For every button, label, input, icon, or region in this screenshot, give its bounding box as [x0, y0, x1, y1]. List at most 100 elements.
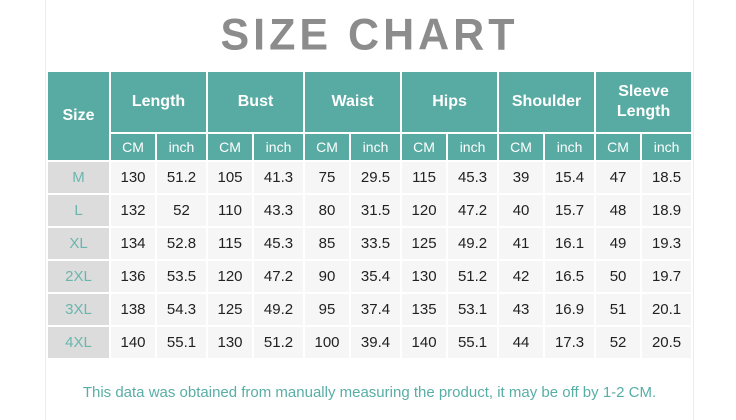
data-cell: 16.9: [543, 292, 597, 327]
unit-header-cm: CM: [497, 132, 546, 162]
size-chart-table: Size Length Bust Waist Hips Shoulder Sle…: [46, 70, 694, 360]
data-cell: 45.3: [252, 226, 306, 261]
data-cell: 16.1: [543, 226, 597, 261]
data-cell: 41.3: [252, 160, 306, 195]
data-cell: 54.3: [154, 292, 209, 327]
data-cell: 43: [497, 292, 546, 327]
data-cell: 115: [206, 226, 255, 261]
data-cell: 18.5: [640, 160, 694, 195]
data-cell: 125: [206, 292, 255, 327]
data-cell: 17.3: [543, 325, 597, 360]
data-cell: 18.9: [640, 193, 694, 228]
column-header-sleeve-length: Sleeve Length: [594, 70, 694, 134]
data-cell: 29.5: [349, 160, 403, 195]
unit-header-inch: inch: [543, 132, 597, 162]
data-cell: 53.1: [446, 292, 500, 327]
data-cell: 44: [497, 325, 546, 360]
data-cell: 136: [109, 259, 157, 294]
data-cell: 110: [206, 193, 255, 228]
data-cell: 47.2: [446, 193, 500, 228]
column-header-hips: Hips: [400, 70, 500, 134]
data-cell: 19.3: [640, 226, 694, 261]
data-cell: 51.2: [154, 160, 209, 195]
unit-header-cm: CM: [594, 132, 643, 162]
table-row: M 130 51.2 105 41.3 75 29.5 115 45.3 39 …: [46, 160, 694, 195]
data-cell: 49.2: [252, 292, 306, 327]
data-cell: 20.1: [640, 292, 694, 327]
data-cell: 105: [206, 160, 255, 195]
data-cell: 90: [303, 259, 352, 294]
data-cell: 132: [109, 193, 157, 228]
size-label: 4XL: [46, 325, 111, 360]
data-cell: 138: [109, 292, 157, 327]
data-cell: 15.4: [543, 160, 597, 195]
unit-header-inch: inch: [640, 132, 694, 162]
data-cell: 31.5: [349, 193, 403, 228]
data-cell: 39.4: [349, 325, 403, 360]
size-label: 2XL: [46, 259, 111, 294]
data-cell: 115: [400, 160, 449, 195]
data-cell: 35.4: [349, 259, 403, 294]
data-cell: 33.5: [349, 226, 403, 261]
data-cell: 49.2: [446, 226, 500, 261]
table-row: XL 134 52.8 115 45.3 85 33.5 125 49.2 41…: [46, 226, 694, 261]
table-row: L 132 52 110 43.3 80 31.5 120 47.2 40 15…: [46, 193, 694, 228]
data-cell: 130: [109, 160, 157, 195]
data-cell: 85: [303, 226, 352, 261]
column-header-length: Length: [108, 70, 209, 134]
header-unit-row: CM inch CM inch CM inch CM inch CM inch …: [47, 132, 694, 162]
data-cell: 55.1: [446, 325, 500, 360]
size-label: XL: [46, 226, 111, 261]
header-group-row: Size Length Bust Waist Hips Shoulder Sle…: [46, 70, 694, 162]
table-row: 3XL 138 54.3 125 49.2 95 37.4 135 53.1 4…: [46, 292, 694, 327]
data-cell: 55.1: [154, 325, 209, 360]
data-cell: 40: [497, 193, 546, 228]
data-cell: 125: [400, 226, 449, 261]
data-cell: 52: [154, 193, 209, 228]
unit-header-cm: CM: [206, 132, 255, 162]
data-cell: 130: [400, 259, 449, 294]
data-cell: 19.7: [640, 259, 694, 294]
size-label: L: [46, 193, 111, 228]
data-cell: 100: [303, 325, 352, 360]
data-cell: 140: [109, 325, 157, 360]
data-cell: 75: [303, 160, 352, 195]
table-row: 2XL 136 53.5 120 47.2 90 35.4 130 51.2 4…: [46, 259, 694, 294]
data-cell: 43.3: [252, 193, 306, 228]
data-cell: 80: [303, 193, 352, 228]
data-cell: 51: [594, 292, 643, 327]
data-cell: 120: [206, 259, 255, 294]
data-cell: 47.2: [252, 259, 306, 294]
data-cell: 50: [594, 259, 643, 294]
data-cell: 41: [497, 226, 546, 261]
data-cell: 134: [109, 226, 157, 261]
data-cell: 51.2: [252, 325, 306, 360]
data-cell: 42: [497, 259, 546, 294]
unit-header-inch: inch: [349, 132, 403, 162]
data-cell: 39: [497, 160, 546, 195]
data-cell: 53.5: [154, 259, 209, 294]
size-label: 3XL: [46, 292, 111, 327]
size-label: M: [46, 160, 111, 195]
column-header-shoulder: Shoulder: [497, 70, 597, 134]
data-cell: 48: [594, 193, 643, 228]
column-header-waist: Waist: [303, 70, 403, 134]
data-cell: 52.8: [154, 226, 209, 261]
data-cell: 20.5: [640, 325, 694, 360]
data-cell: 49: [594, 226, 643, 261]
unit-header-cm: CM: [400, 132, 449, 162]
column-header-size: Size: [46, 70, 111, 162]
unit-header-inch: inch: [446, 132, 500, 162]
unit-header-cm: CM: [303, 132, 352, 162]
data-cell: 52: [594, 325, 643, 360]
data-cell: 135: [400, 292, 449, 327]
page-title: SIZE CHART: [220, 9, 519, 60]
data-cell: 51.2: [446, 259, 500, 294]
data-cell: 140: [400, 325, 449, 360]
data-cell: 120: [400, 193, 449, 228]
data-cell: 47: [594, 160, 643, 195]
unit-header-inch: inch: [154, 132, 209, 162]
data-cell: 95: [303, 292, 352, 327]
table-row: 4XL 140 55.1 130 51.2 100 39.4 140 55.1 …: [46, 325, 694, 360]
data-cell: 15.7: [543, 193, 597, 228]
